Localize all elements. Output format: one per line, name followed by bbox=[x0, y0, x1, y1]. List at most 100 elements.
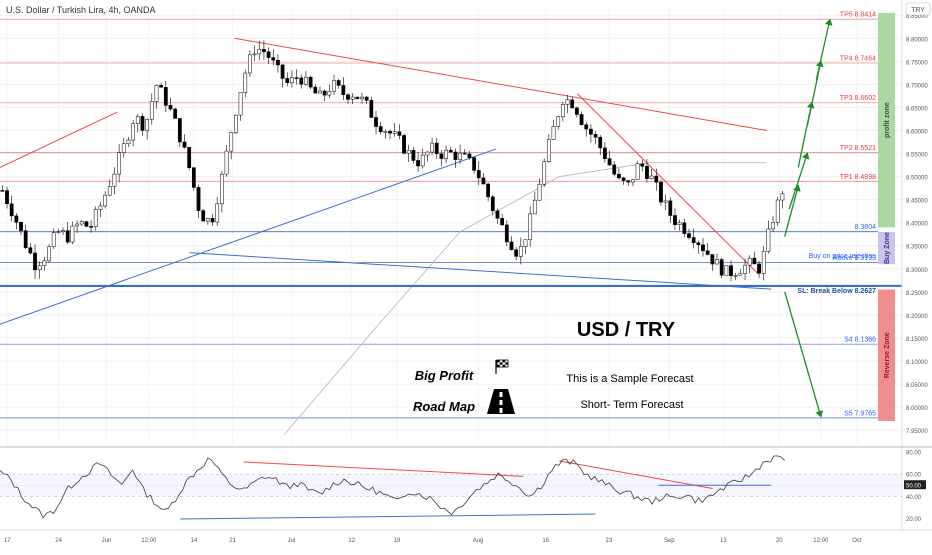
price-tick-label: 8.50000 bbox=[906, 176, 928, 182]
rsi-tick-label: 40.00 bbox=[906, 495, 922, 501]
time-tick-label: 16 bbox=[542, 538, 549, 544]
candle bbox=[336, 78, 341, 89]
candle bbox=[23, 224, 28, 250]
candle bbox=[322, 89, 327, 102]
candle bbox=[659, 179, 663, 206]
candle-body bbox=[234, 114, 238, 133]
candle-body bbox=[514, 249, 519, 257]
candle-body bbox=[481, 177, 486, 185]
candle-body bbox=[560, 104, 565, 118]
level-label: TP2 8.5521 bbox=[840, 145, 876, 152]
candle bbox=[121, 137, 126, 158]
candle bbox=[224, 145, 229, 177]
buy-zone-label: Buy Zone bbox=[884, 232, 891, 264]
candle-body bbox=[402, 135, 406, 154]
candle bbox=[481, 172, 486, 185]
time-tick-label: 17 bbox=[4, 538, 11, 544]
rsi-line bbox=[0, 455, 785, 519]
candle bbox=[238, 92, 243, 121]
candle bbox=[406, 144, 411, 163]
candle bbox=[304, 71, 308, 86]
checkered-flag-icon bbox=[495, 359, 509, 374]
level-label: TP1 8.4898 bbox=[840, 174, 876, 181]
forecast-up-arrow bbox=[784, 184, 801, 237]
candle bbox=[603, 142, 607, 163]
candle-body bbox=[332, 80, 336, 92]
candle-body bbox=[107, 186, 112, 196]
candle-body bbox=[490, 196, 495, 212]
candle-body bbox=[126, 139, 131, 145]
candle bbox=[392, 122, 397, 137]
candle-body bbox=[98, 205, 103, 210]
candle-body bbox=[19, 222, 23, 231]
candle bbox=[654, 168, 659, 191]
profit-zone-label: profit zone bbox=[884, 102, 891, 138]
candle bbox=[308, 75, 313, 89]
time-tick-label: 13 bbox=[720, 538, 727, 544]
candle-body bbox=[149, 101, 154, 120]
candle bbox=[313, 84, 318, 94]
candle bbox=[234, 114, 238, 135]
candle-body bbox=[327, 91, 332, 96]
candle-body bbox=[313, 86, 318, 94]
price-tick-label: 8.60000 bbox=[906, 129, 928, 135]
candle-body bbox=[51, 232, 56, 248]
candle-body bbox=[710, 254, 715, 265]
candle-body bbox=[701, 244, 705, 252]
candle bbox=[495, 208, 500, 224]
price-axis[interactable]: 8.85000 8.80000 8.75000 8.70000 8.65000 8.600… bbox=[901, 0, 931, 530]
candle-body bbox=[299, 77, 304, 85]
candle-body bbox=[430, 142, 434, 153]
candle-body bbox=[542, 161, 547, 185]
candle bbox=[19, 221, 23, 236]
candle-body bbox=[304, 76, 308, 85]
candle-body bbox=[112, 173, 117, 187]
candle-body bbox=[191, 167, 196, 188]
candle-body bbox=[434, 142, 439, 154]
candle-body bbox=[649, 175, 654, 179]
candle-body bbox=[271, 57, 276, 61]
candle bbox=[542, 158, 547, 187]
candle-body bbox=[406, 150, 411, 154]
time-axis[interactable]: 17 24 Jun 12:00 14 21 Jul 12 19 Aug 16 23 Sep 13 20 12:… bbox=[0, 529, 932, 544]
candle-body bbox=[84, 221, 89, 227]
candle-body bbox=[47, 246, 51, 262]
candle bbox=[360, 92, 364, 104]
candle-body bbox=[79, 221, 84, 225]
candle bbox=[645, 158, 649, 183]
candle bbox=[556, 115, 561, 130]
forecast-down-arrow bbox=[784, 291, 824, 418]
candle-body bbox=[215, 203, 220, 223]
candle-body bbox=[747, 257, 752, 266]
candle-body bbox=[28, 247, 33, 254]
rsi-panel[interactable]: 80.00 60.00 50.00 40.00 20.00 bbox=[0, 446, 932, 523]
candle-body bbox=[715, 259, 719, 265]
candle-body bbox=[262, 49, 266, 53]
candle-body bbox=[612, 164, 617, 175]
candle bbox=[266, 47, 271, 65]
candle bbox=[126, 137, 131, 148]
resistance-trendline bbox=[234, 37, 767, 131]
candle bbox=[229, 131, 234, 160]
candle-body bbox=[219, 173, 224, 205]
candle-body bbox=[416, 160, 420, 167]
candle bbox=[131, 120, 136, 147]
candle bbox=[65, 222, 70, 245]
candle bbox=[528, 206, 533, 247]
candle-body bbox=[467, 153, 472, 158]
candle bbox=[719, 257, 724, 278]
candle bbox=[215, 196, 220, 227]
reverse-zone-label: Reverse Zone bbox=[884, 332, 891, 378]
candle bbox=[500, 213, 505, 226]
candle-body bbox=[757, 263, 761, 274]
time-tick-label: 21 bbox=[229, 538, 236, 544]
level-label: Buy on price rejection bbox=[809, 253, 876, 260]
forecast-up-arrow bbox=[788, 152, 810, 210]
candle bbox=[715, 253, 719, 265]
price-tick-label: 8.35000 bbox=[906, 245, 928, 251]
currency-badge[interactable]: TRY bbox=[905, 2, 931, 16]
candle-body bbox=[420, 154, 425, 167]
candle-body bbox=[378, 126, 383, 133]
